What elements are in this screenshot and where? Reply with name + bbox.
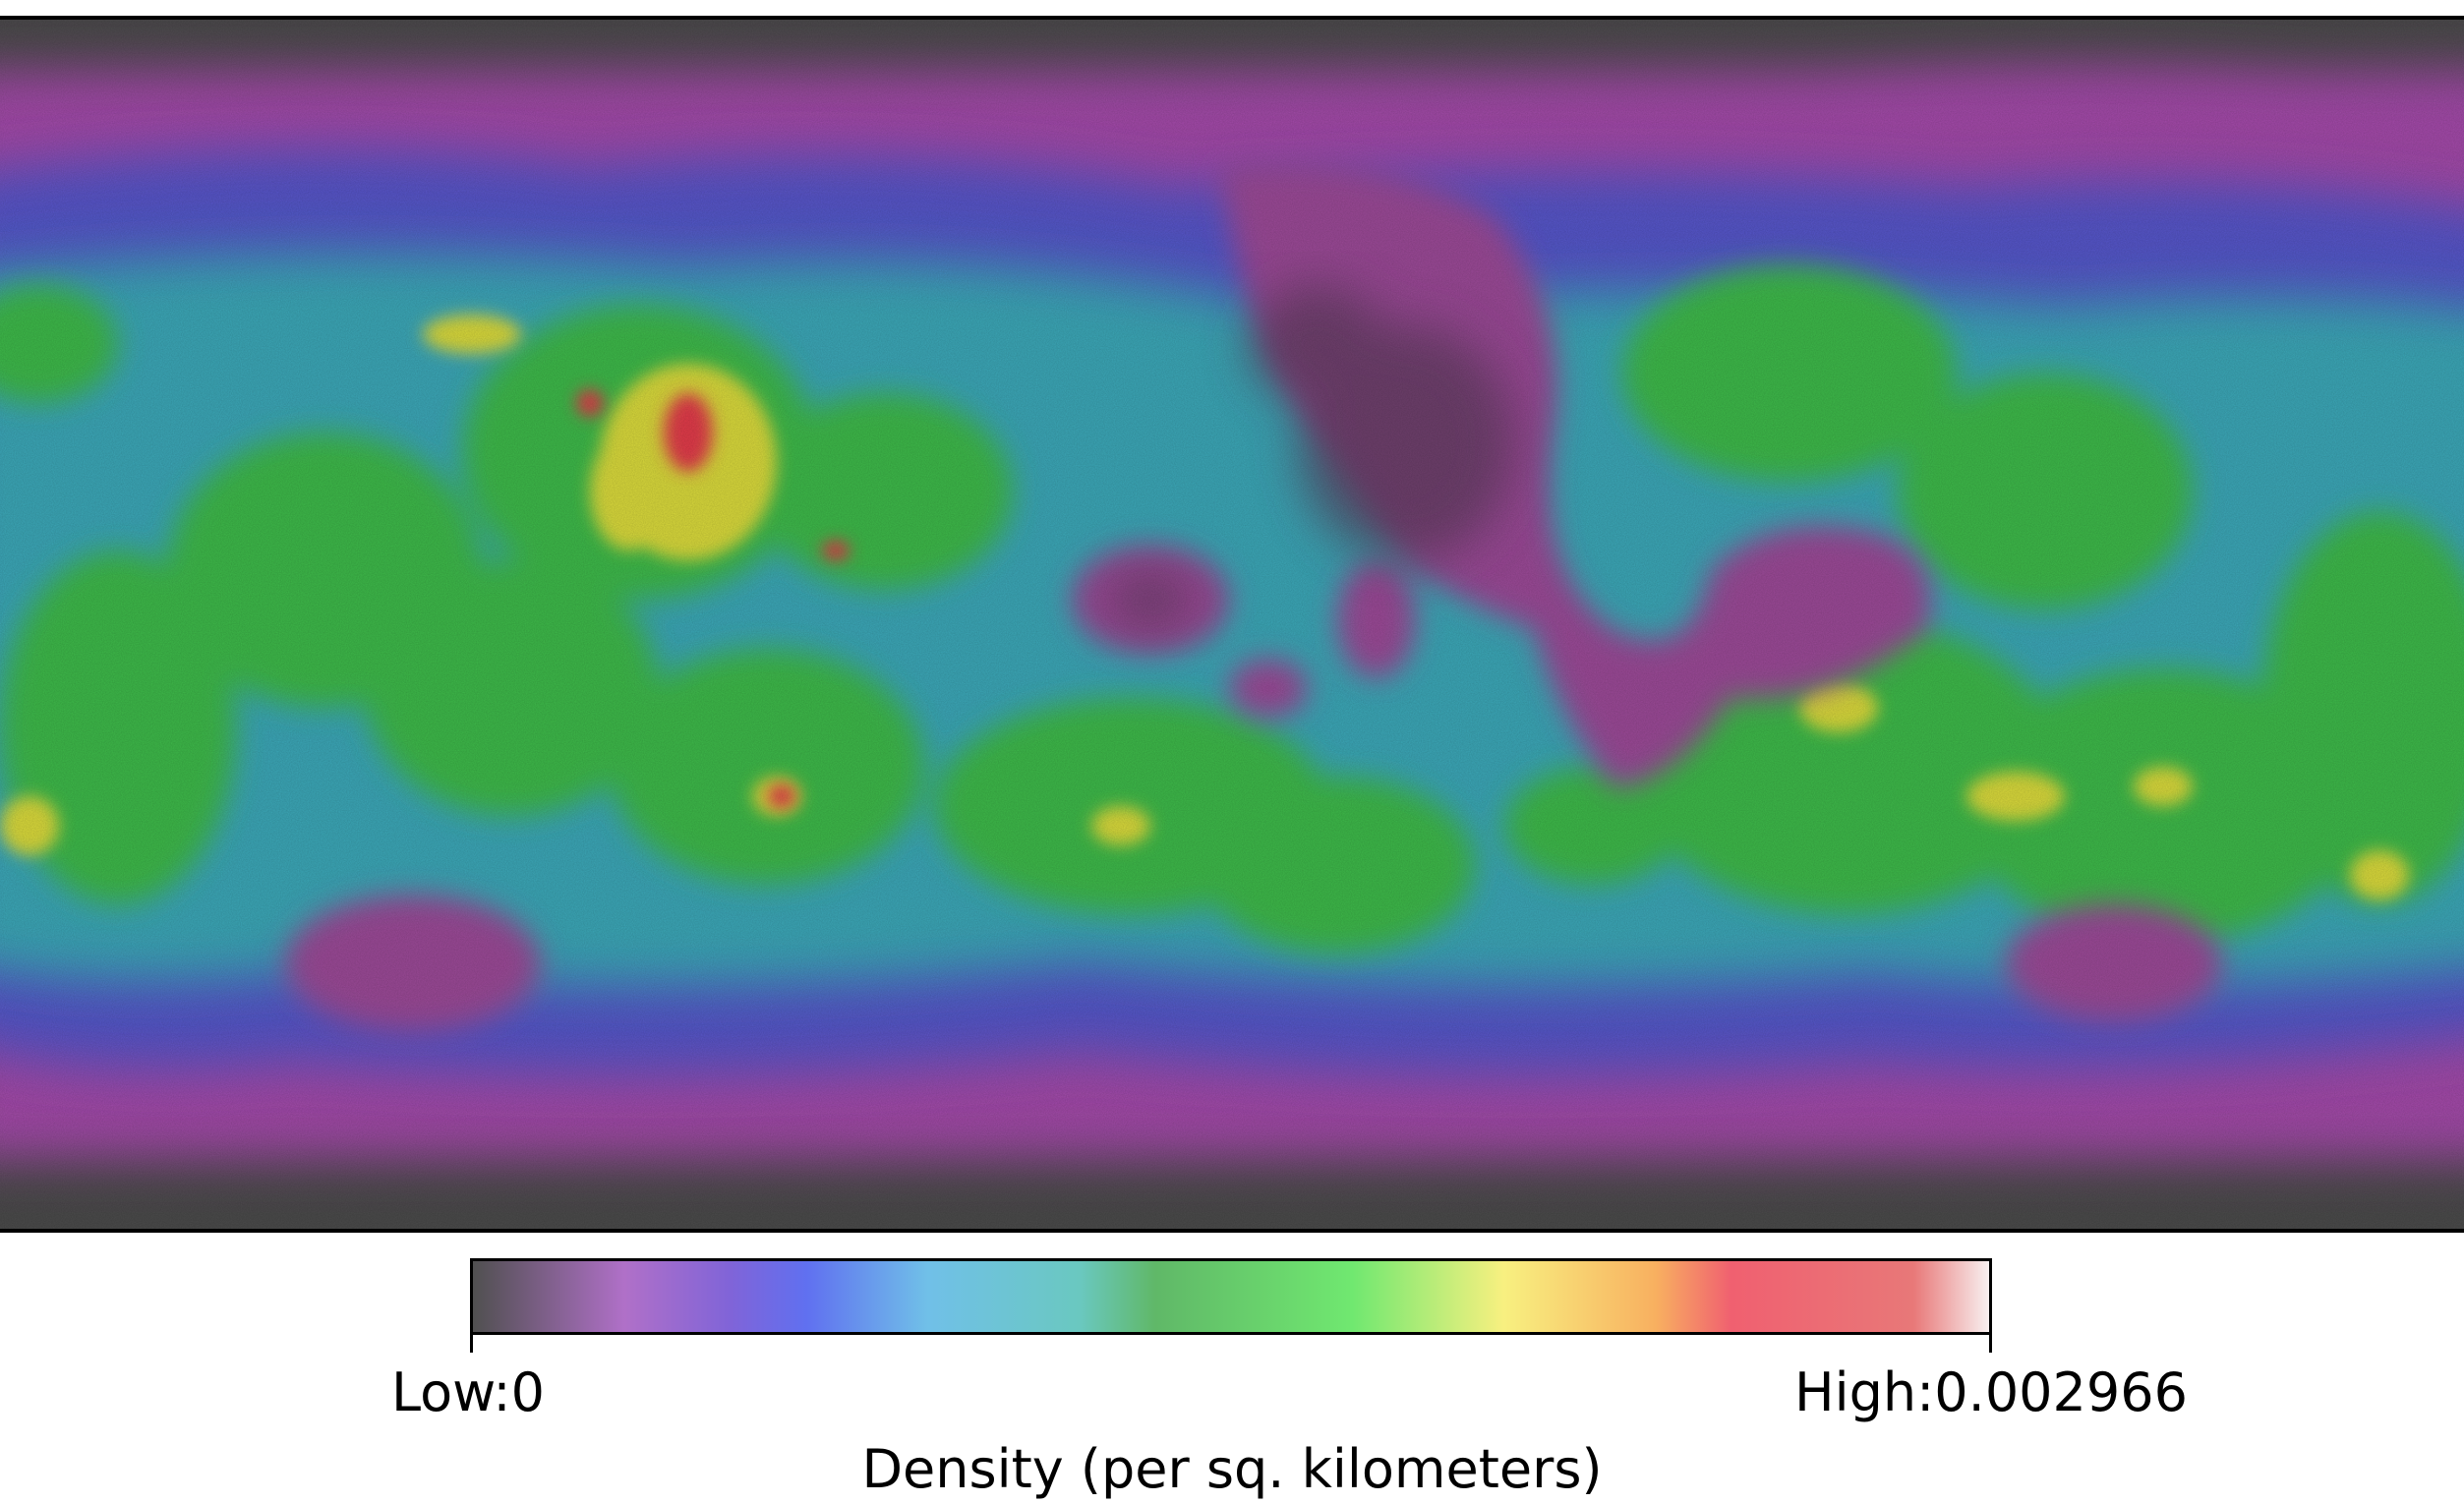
colorbar xyxy=(470,1258,1992,1335)
density-map-image xyxy=(0,20,2464,1229)
terrain-texture xyxy=(0,20,2464,1229)
colorbar-low-label: Low:0 xyxy=(391,1361,545,1423)
density-map xyxy=(0,16,2464,1233)
colorbar-high-label: High:0.002966 xyxy=(1794,1361,2188,1423)
colorbar-tick-low xyxy=(470,1335,473,1353)
colorbar-title: Density (per sq. kilometers) xyxy=(861,1438,1603,1500)
colorbar-tick-high xyxy=(1989,1335,1992,1353)
